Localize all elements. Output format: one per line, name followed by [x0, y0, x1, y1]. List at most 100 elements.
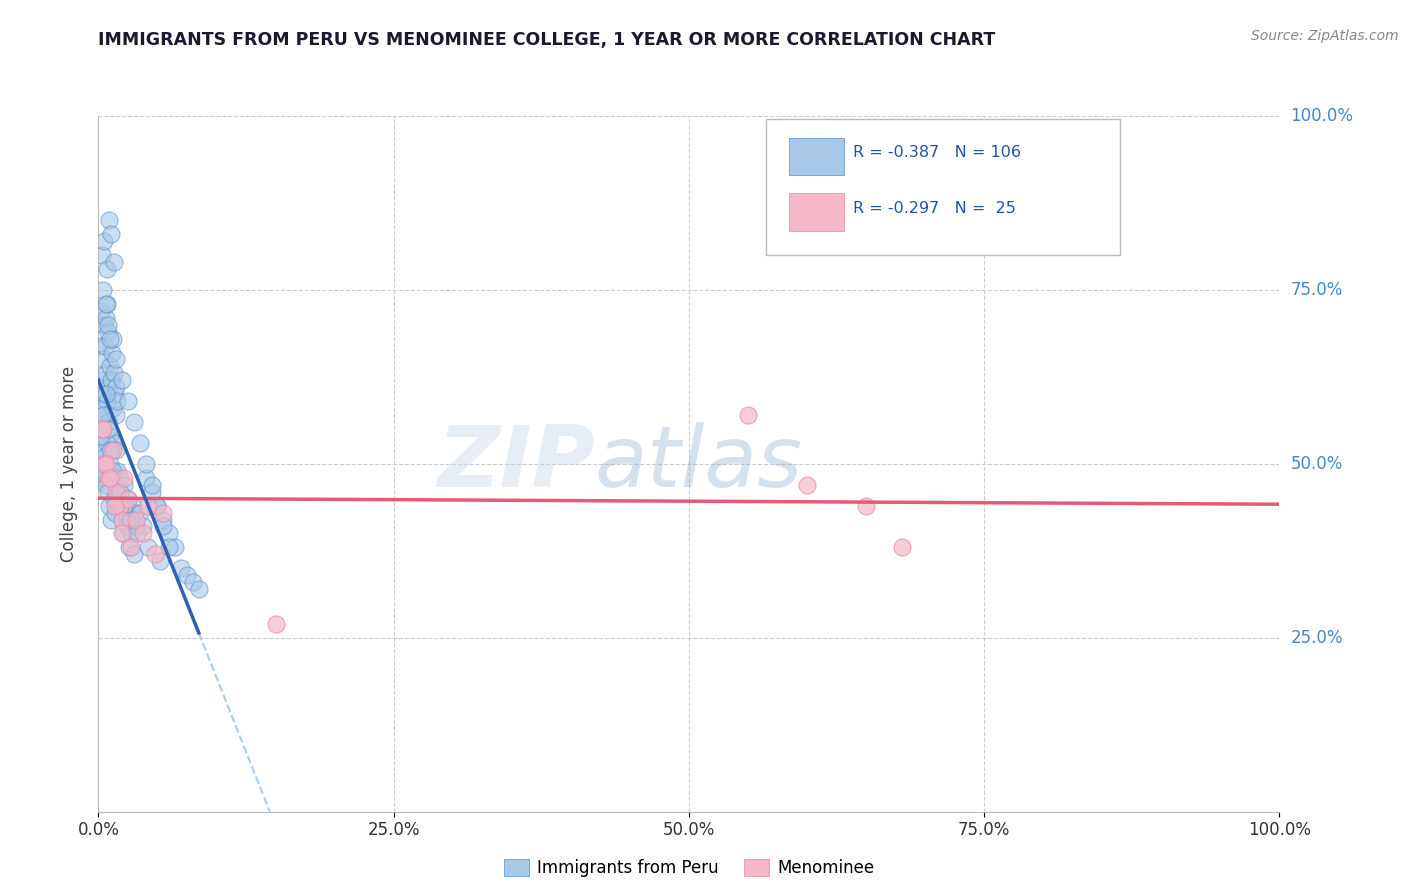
- FancyBboxPatch shape: [789, 194, 844, 231]
- Point: [105, 352, 128, 367]
- Point: [94, 297, 117, 311]
- Point: [117, 491, 139, 506]
- Point: [96, 297, 118, 311]
- Point: [90, 303, 112, 318]
- Point: [94, 477, 117, 491]
- Point: [91, 442, 114, 457]
- Point: [103, 255, 125, 269]
- Point: [165, 541, 187, 555]
- Point: [132, 519, 155, 533]
- Point: [104, 380, 127, 394]
- Point: [101, 471, 124, 485]
- Point: [94, 387, 117, 401]
- Point: [111, 512, 134, 526]
- Point: [135, 457, 157, 471]
- Point: [149, 554, 172, 568]
- Point: [117, 394, 139, 409]
- Point: [98, 429, 121, 443]
- Point: [89, 457, 111, 471]
- Point: [98, 457, 121, 471]
- Point: [890, 541, 912, 555]
- Point: [100, 227, 122, 242]
- Point: [122, 415, 145, 429]
- Text: 25.0%: 25.0%: [1291, 629, 1343, 647]
- Point: [105, 464, 128, 478]
- Point: [104, 499, 127, 513]
- Point: [105, 484, 128, 499]
- FancyBboxPatch shape: [766, 120, 1121, 255]
- Point: [93, 318, 115, 332]
- Point: [91, 248, 114, 262]
- Point: [143, 547, 166, 561]
- Point: [97, 415, 120, 429]
- Point: [132, 526, 155, 541]
- Text: atlas: atlas: [595, 422, 803, 506]
- Point: [104, 506, 127, 520]
- Point: [91, 352, 114, 367]
- Point: [112, 471, 135, 485]
- Point: [93, 457, 115, 471]
- Point: [103, 436, 125, 450]
- Point: [111, 512, 134, 526]
- Point: [93, 408, 115, 422]
- Point: [98, 442, 121, 457]
- Point: [111, 526, 134, 541]
- Text: R = -0.297   N =  25: R = -0.297 N = 25: [853, 201, 1017, 216]
- Point: [91, 422, 114, 436]
- Point: [97, 325, 120, 339]
- Point: [91, 387, 114, 401]
- Point: [108, 484, 131, 499]
- Point: [105, 408, 128, 422]
- Point: [855, 499, 877, 513]
- Point: [111, 373, 134, 387]
- Text: ZIP: ZIP: [437, 422, 595, 506]
- Point: [91, 464, 114, 478]
- Point: [121, 512, 143, 526]
- Point: [97, 318, 120, 332]
- Point: [157, 541, 180, 555]
- FancyBboxPatch shape: [789, 137, 844, 175]
- Point: [89, 338, 111, 352]
- Point: [98, 332, 121, 346]
- Point: [91, 408, 114, 422]
- Point: [105, 442, 128, 457]
- Point: [93, 450, 115, 464]
- Point: [121, 499, 143, 513]
- Point: [176, 568, 198, 582]
- Point: [93, 234, 115, 248]
- Point: [112, 526, 135, 541]
- Point: [170, 561, 193, 575]
- Text: 75.0%: 75.0%: [1291, 281, 1343, 299]
- Point: [98, 471, 121, 485]
- Point: [97, 471, 120, 485]
- Point: [94, 338, 117, 352]
- Point: [737, 408, 759, 422]
- Text: 50.0%: 50.0%: [1291, 455, 1343, 473]
- Point: [108, 499, 131, 513]
- Point: [103, 491, 125, 506]
- Text: IMMIGRANTS FROM PERU VS MENOMINEE COLLEGE, 1 YEAR OR MORE CORRELATION CHART: IMMIGRANTS FROM PERU VS MENOMINEE COLLEG…: [98, 31, 995, 49]
- Point: [107, 484, 129, 499]
- Point: [152, 512, 174, 526]
- Point: [91, 283, 114, 297]
- Point: [128, 506, 150, 520]
- Point: [136, 499, 159, 513]
- Point: [96, 262, 118, 277]
- Text: R = -0.387   N = 106: R = -0.387 N = 106: [853, 145, 1021, 161]
- Point: [98, 213, 121, 227]
- Point: [110, 499, 132, 513]
- Y-axis label: College, 1 year or more: College, 1 year or more: [59, 366, 77, 562]
- Point: [120, 512, 142, 526]
- Point: [135, 471, 157, 485]
- Point: [146, 499, 169, 513]
- Point: [157, 526, 180, 541]
- Point: [118, 541, 141, 555]
- Point: [105, 394, 128, 409]
- Point: [104, 387, 127, 401]
- Legend: Immigrants from Peru, Menominee: Immigrants from Peru, Menominee: [498, 852, 880, 883]
- Point: [91, 422, 114, 436]
- Point: [114, 506, 136, 520]
- Point: [94, 457, 117, 471]
- Point: [101, 464, 124, 478]
- Point: [141, 484, 163, 499]
